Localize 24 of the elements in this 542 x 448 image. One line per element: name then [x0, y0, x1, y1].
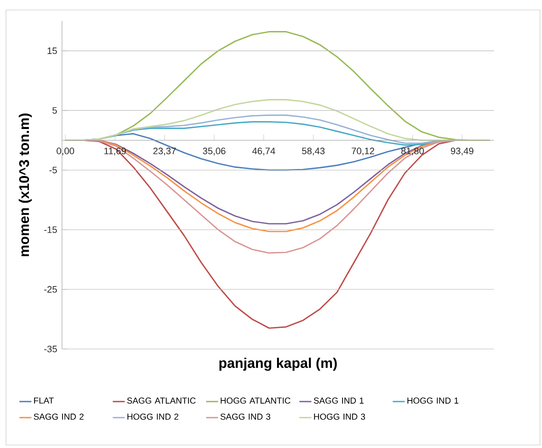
legend-label: HOGG ATLANTIC — [220, 398, 290, 404]
legend-label: SAGG IND 1 — [314, 398, 364, 404]
y-tick-label: -5 — [49, 166, 57, 174]
y-tick-label: -15 — [44, 226, 57, 233]
legend-label: HOGG IND 1 — [407, 398, 458, 404]
x-tick-label: 0,00 — [56, 148, 74, 156]
legend-label: HOGG IND 2 — [127, 414, 178, 420]
y-tick-label: -25 — [44, 286, 57, 293]
legend-label: FLAT — [34, 398, 54, 404]
x-tick-label: 93,49 — [450, 148, 474, 156]
y-axis-title: momen (x10^3 ton.m) — [18, 114, 32, 256]
legend-label: SAGG ATLANTIC — [127, 398, 196, 404]
x-tick-label: 46,74 — [252, 148, 276, 156]
legend-label: SAGG IND 3 — [220, 414, 270, 420]
x-axis-title: panjang kapal (m) — [219, 358, 337, 371]
y-tick-label: -35 — [44, 346, 57, 352]
x-tick-label: 23,37 — [153, 148, 176, 156]
y-tick-label: 15 — [48, 48, 57, 54]
x-tick-label: 58,43 — [302, 148, 325, 156]
x-tick-label: 35,06 — [202, 148, 226, 156]
y-tick-label: 5 — [52, 107, 57, 114]
legend-label: HOGG IND 3 — [314, 414, 366, 420]
x-tick-label: 70,12 — [352, 148, 374, 156]
legend-label: SAGG IND 2 — [34, 414, 84, 420]
